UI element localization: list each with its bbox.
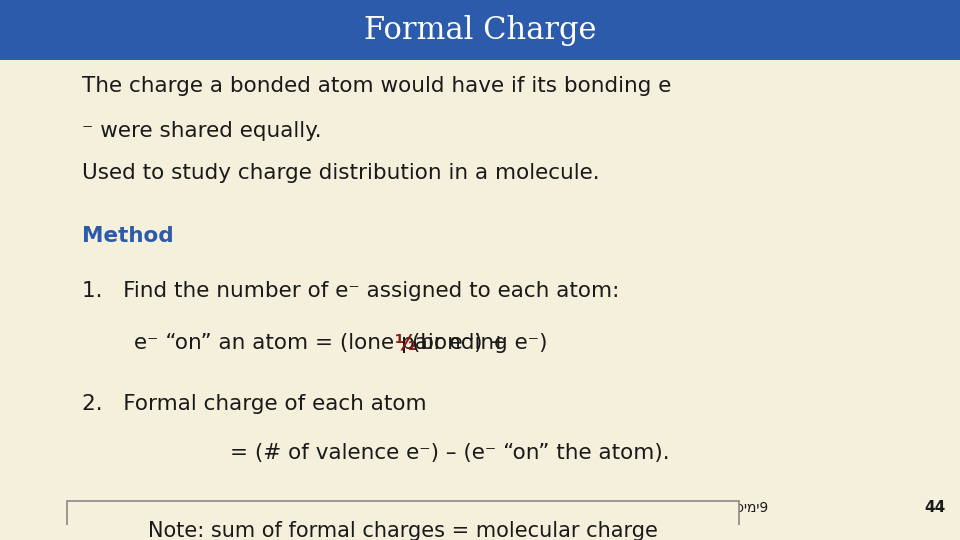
Text: The charge a bonded atom would have if its bonding e: The charge a bonded atom would have if i… xyxy=(82,76,671,96)
Text: 44: 44 xyxy=(924,501,946,515)
Text: ⁻ were shared equally.: ⁻ were shared equally. xyxy=(82,121,322,141)
Text: Formal Charge: Formal Charge xyxy=(364,15,596,46)
FancyBboxPatch shape xyxy=(0,0,960,60)
Text: e⁻ “on” an atom = (lone pair e⁻) +: e⁻ “on” an atom = (lone pair e⁻) + xyxy=(134,333,515,353)
Text: 1.   Find the number of e⁻ assigned to each atom:: 1. Find the number of e⁻ assigned to eac… xyxy=(82,281,619,301)
Text: ½: ½ xyxy=(395,333,417,353)
Text: (bonding e⁻): (bonding e⁻) xyxy=(405,333,547,353)
Text: Method: Method xyxy=(82,226,173,246)
Text: = (# of valence e⁻) – (e⁻ “on” the atom).: = (# of valence e⁻) – (e⁻ “on” the atom)… xyxy=(230,443,670,463)
Text: Note: sum of formal charges = molecular charge: Note: sum of formal charges = molecular … xyxy=(148,521,659,540)
Text: 2.   Formal charge of each atom: 2. Formal charge of each atom xyxy=(82,394,426,414)
Text: Used to study charge distribution in a molecule.: Used to study charge distribution in a m… xyxy=(82,163,599,183)
FancyBboxPatch shape xyxy=(67,501,739,540)
Text: -קשר כימי9: -קשר כימי9 xyxy=(700,501,768,515)
